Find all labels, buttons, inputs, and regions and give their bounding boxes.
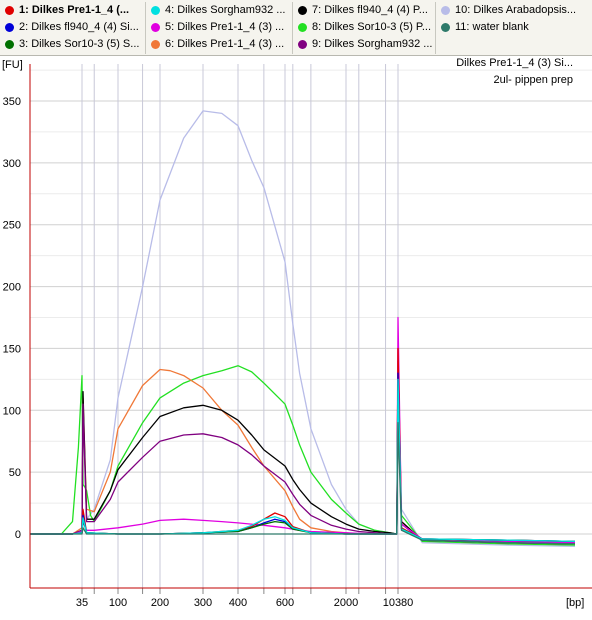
- legend-swatch-icon: [298, 23, 307, 32]
- legend-item-8[interactable]: 8: Dilkes Sor10-3 (5) P...: [293, 19, 435, 36]
- legend-item-6[interactable]: 6: Dilkes Pre1-1_4 (3) ...: [146, 36, 292, 53]
- legend-swatch-icon: [298, 6, 307, 15]
- legend-item-3[interactable]: 3: Dilkes Sor10-3 (5) S...: [0, 36, 145, 53]
- grid-lines: [30, 64, 592, 594]
- y-tick-label: 0: [15, 529, 21, 541]
- legend-item-5[interactable]: 5: Dilkes Pre1-1_4 (3) ...: [146, 19, 292, 36]
- x-tick-label: 300: [194, 597, 212, 609]
- legend-swatch-icon: [151, 23, 160, 32]
- y-axis-label: [FU]: [2, 59, 23, 71]
- legend-column-2: 4: Dilkes Sorgham932 ... 5: Dilkes Pre1-…: [146, 2, 293, 54]
- legend-column-4: 10: Dilkes Arabadopsis... 11: water blan…: [436, 2, 592, 54]
- x-tick-label: 100: [109, 597, 127, 609]
- y-tick-label: 150: [3, 343, 21, 355]
- y-tick-label: 350: [3, 96, 21, 108]
- legend-swatch-icon: [151, 6, 160, 15]
- y-tick-label: 200: [3, 282, 21, 294]
- y-tick-labels: 0 50 100 150 200 250 300 350: [3, 96, 21, 541]
- legend-item-1[interactable]: 1: Dilkes Pre1-1_4 (...: [0, 2, 145, 19]
- legend-column-3: 7: Dilkes fl940_4 (4) P... 8: Dilkes Sor…: [293, 2, 436, 54]
- electropherogram-chart: 0 50 100 150 200 250 300 350 35 100 200 300 400 600 2…: [0, 56, 592, 620]
- x-tick-label: 400: [229, 597, 247, 609]
- x-tick-label: 200: [151, 597, 169, 609]
- legend-item-7[interactable]: 7: Dilkes fl940_4 (4) P...: [293, 2, 435, 19]
- legend-swatch-icon: [5, 23, 14, 32]
- x-tick-labels: 35 100 200 300 400 600 2000 10380: [76, 597, 413, 609]
- y-tick-label: 300: [3, 158, 21, 170]
- series-line-11: [30, 422, 576, 545]
- series-line-10: [30, 378, 576, 543]
- x-tick-label: 10380: [383, 597, 414, 609]
- y-tick-label: 50: [9, 467, 21, 479]
- legend-item-4[interactable]: 4: Dilkes Sorgham932 ...: [146, 2, 292, 19]
- legend-swatch-icon: [441, 23, 450, 32]
- chart-background: [0, 56, 592, 620]
- x-tick-label: 35: [76, 597, 88, 609]
- x-axis-label: [bp]: [566, 597, 584, 609]
- y-tick-label: 100: [3, 405, 21, 417]
- annotation-sample-name: Dilkes Pre1-1_4 (3) Si...: [456, 57, 573, 69]
- annotation-prep-note: 2ul- pippen prep: [493, 74, 573, 86]
- x-tick-label: 600: [276, 597, 294, 609]
- legend-swatch-icon: [298, 40, 307, 49]
- axes: [29, 64, 592, 589]
- legend-item-10[interactable]: 10: Dilkes Arabadopsis...: [436, 2, 592, 19]
- legend-swatch-icon: [441, 6, 450, 15]
- y-tick-label: 250: [3, 220, 21, 232]
- legend-column-1: 1: Dilkes Pre1-1_4 (... 2: Dilkes fl940_…: [0, 2, 146, 54]
- legend-swatch-icon: [151, 40, 160, 49]
- legend: 1: Dilkes Pre1-1_4 (... 2: Dilkes fl940_…: [0, 0, 592, 56]
- legend-swatch-icon: [5, 40, 14, 49]
- series-layer: [30, 110, 576, 548]
- legend-item-9[interactable]: 9: Dilkes Sorgham932 ...: [293, 36, 435, 53]
- legend-item-2[interactable]: 2: Dilkes fl940_4 (4) Si...: [0, 19, 145, 36]
- legend-swatch-icon: [5, 6, 14, 15]
- legend-item-11[interactable]: 11: water blank: [436, 19, 592, 36]
- x-tick-label: 2000: [334, 597, 358, 609]
